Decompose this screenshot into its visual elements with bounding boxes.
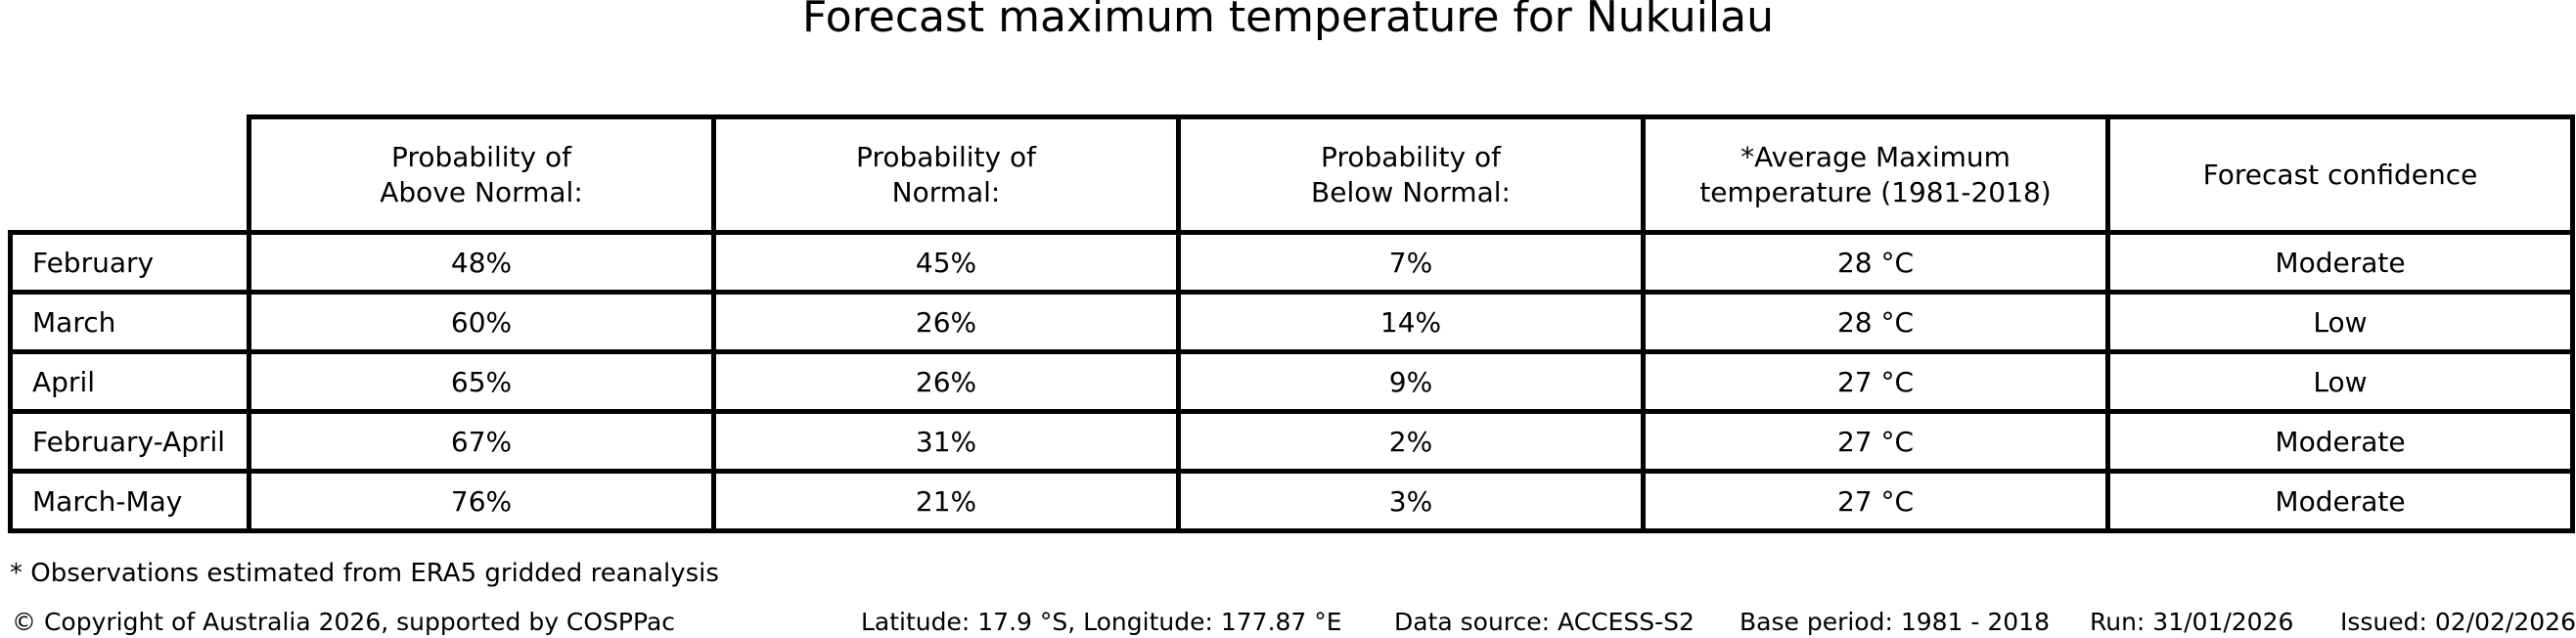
table-cell-average-max-temperature: 28 °C [1641, 290, 2110, 354]
row-label: March [8, 290, 251, 354]
table-row-march-may: March-May 76% 21% 3% 27 °C Moderate [8, 469, 2575, 533]
table-cell-average-max-temperature: 27 °C [1641, 469, 2110, 533]
table-cell-below-normal: 7% [1176, 230, 1646, 295]
table-cell-normal: 45% [711, 230, 1181, 295]
table-cell-above-normal: 76% [247, 469, 716, 533]
header-spacer [11, 117, 249, 233]
base-period-text: Base period: 1981 - 2018 [1740, 608, 2050, 636]
run-date-text: Run: 31/01/2026 [2090, 608, 2294, 636]
table-header-row: Probability of Above Normal: Probability… [11, 114, 2575, 235]
table-cell-normal: 26% [711, 349, 1181, 414]
table-cell-forecast-confidence: Moderate [2105, 230, 2575, 295]
table-cell-below-normal: 2% [1176, 409, 1646, 474]
table-cell-forecast-confidence: Low [2105, 290, 2575, 354]
table-cell-above-normal: 60% [247, 290, 716, 354]
table-cell-average-max-temperature: 27 °C [1641, 349, 2110, 414]
page-title: Forecast maximum temperature for Nukuila… [801, 0, 1774, 42]
table-row-april: April 65% 26% 9% 27 °C Low [8, 349, 2575, 414]
row-label: February-April [8, 409, 251, 474]
copyright-text: © Copyright of Australia 2026, supported… [12, 608, 676, 636]
row-label: April [8, 349, 251, 414]
column-header-above-normal: Probability of Above Normal: [247, 114, 716, 235]
table-cell-above-normal: 67% [247, 409, 716, 474]
observations-footnote: * Observations estimated from ERA5 gridd… [10, 559, 719, 588]
data-source-text: Data source: ACCESS-S2 [1394, 608, 1695, 636]
row-label: March-May [8, 469, 251, 533]
table-cell-normal: 31% [711, 409, 1181, 474]
row-label: February [8, 230, 251, 295]
table-cell-forecast-confidence: Moderate [2105, 469, 2575, 533]
forecast-table: Probability of Above Normal: Probability… [8, 114, 2575, 533]
table-cell-forecast-confidence: Low [2105, 349, 2575, 414]
column-header-normal: Probability of Normal: [711, 114, 1181, 235]
table-cell-normal: 21% [711, 469, 1181, 533]
table-row-february: February 48% 45% 7% 28 °C Moderate [8, 230, 2575, 295]
table-cell-above-normal: 48% [247, 230, 716, 295]
issued-date-text: Issued: 02/02/2026 [2340, 608, 2576, 636]
table-cell-below-normal: 3% [1176, 469, 1646, 533]
table-cell-average-max-temperature: 28 °C [1641, 230, 2110, 295]
column-header-forecast-confidence: Forecast confidence [2105, 114, 2575, 235]
column-header-below-normal: Probability of Below Normal: [1176, 114, 1646, 235]
column-header-average-max-temperature: *Average Maximum temperature (1981-2018) [1641, 114, 2110, 235]
table-row-february-april: February-April 67% 31% 2% 27 °C Moderate [8, 409, 2575, 474]
latitude-longitude-text: Latitude: 17.9 °S, Longitude: 177.87 °E [861, 608, 1342, 636]
table-cell-forecast-confidence: Moderate [2105, 409, 2575, 474]
table-cell-below-normal: 9% [1176, 349, 1646, 414]
table-cell-normal: 26% [711, 290, 1181, 354]
table-cell-above-normal: 65% [247, 349, 716, 414]
table-cell-below-normal: 14% [1176, 290, 1646, 354]
table-row-march: March 60% 26% 14% 28 °C Low [8, 290, 2575, 354]
table-cell-average-max-temperature: 27 °C [1641, 409, 2110, 474]
